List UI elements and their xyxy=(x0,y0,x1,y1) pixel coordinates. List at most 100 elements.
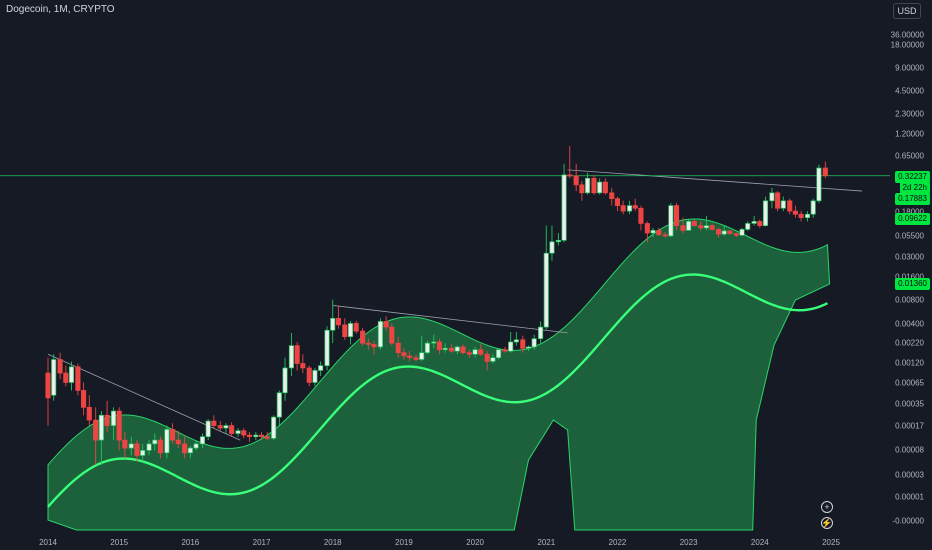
candle xyxy=(229,422,235,437)
regression-main-line xyxy=(47,273,828,508)
candle-body xyxy=(330,317,336,331)
candle xyxy=(276,390,282,426)
candle xyxy=(110,407,117,441)
zoom-in-button[interactable]: + xyxy=(821,501,833,513)
price-axis[interactable]: 36.00000 18.00000 9.00000 4.50000 2.30000 1.2… xyxy=(890,0,932,530)
auto-scale-button[interactable]: ⚡ xyxy=(821,517,833,529)
candle xyxy=(98,411,104,465)
candle-body xyxy=(638,207,644,224)
candle xyxy=(620,200,626,215)
candle xyxy=(360,327,366,346)
candle xyxy=(478,344,484,356)
candle xyxy=(246,432,252,442)
candle xyxy=(193,440,199,451)
candle-body xyxy=(602,181,608,194)
candle xyxy=(300,354,306,374)
y-tick-label: 18.00000 xyxy=(890,40,924,50)
candle xyxy=(377,318,383,350)
candle xyxy=(347,320,354,345)
candle xyxy=(686,219,692,231)
candle-body xyxy=(798,213,804,218)
candle-body xyxy=(644,223,650,234)
candle xyxy=(431,334,437,349)
candle xyxy=(324,326,330,371)
candle xyxy=(436,338,443,355)
y-tick-label: 9.00000 xyxy=(895,63,924,73)
candle-body xyxy=(377,321,383,348)
candle-body xyxy=(567,174,573,177)
candle-body xyxy=(157,439,164,454)
regression-curves xyxy=(47,273,828,508)
y-tick-label: 0.00065 xyxy=(895,378,924,388)
candle-body xyxy=(775,192,781,209)
candle-body xyxy=(484,353,490,362)
candle xyxy=(775,191,781,212)
candle xyxy=(330,299,336,344)
candle xyxy=(579,180,585,201)
candle xyxy=(140,443,146,462)
candle xyxy=(75,363,81,396)
candle xyxy=(644,221,650,243)
x-tick-label: 2020 xyxy=(466,538,484,547)
candle xyxy=(751,215,757,226)
candle-body xyxy=(627,205,633,212)
candle-body xyxy=(549,241,555,254)
candle-body xyxy=(686,221,692,231)
candle xyxy=(187,445,193,459)
candle-body xyxy=(205,420,211,438)
candle-body xyxy=(762,200,769,226)
candle xyxy=(253,432,259,441)
candle-body xyxy=(810,200,816,215)
y-tick-label: 1.20000 xyxy=(895,129,924,139)
candle-body xyxy=(668,205,674,237)
candle xyxy=(602,178,608,195)
candle xyxy=(371,340,377,355)
candle xyxy=(745,221,751,231)
candle-body xyxy=(585,177,591,194)
candle-body xyxy=(282,367,288,394)
x-tick-label: 2019 xyxy=(395,538,413,547)
candle-body xyxy=(413,357,419,360)
candle xyxy=(810,198,816,218)
candle-body xyxy=(787,200,793,212)
candle xyxy=(81,382,87,416)
candle xyxy=(567,145,573,179)
y-tick-label: 0.00008 xyxy=(895,445,924,455)
candle xyxy=(57,352,63,380)
candle xyxy=(128,436,134,456)
trendline[interactable] xyxy=(567,169,863,192)
trendline[interactable] xyxy=(332,305,568,334)
candle-body xyxy=(401,352,407,357)
candle xyxy=(51,354,57,401)
candle-body xyxy=(57,359,63,374)
candle-body xyxy=(306,367,312,383)
candle-body xyxy=(531,338,537,348)
candle-body xyxy=(271,416,277,439)
candle xyxy=(543,225,549,330)
candle xyxy=(353,320,359,334)
currency-button[interactable]: USD xyxy=(893,3,921,19)
candle-body xyxy=(122,439,128,449)
candle xyxy=(460,344,466,355)
candle xyxy=(703,215,709,231)
candle xyxy=(401,348,407,360)
candle-body xyxy=(698,225,704,229)
candle xyxy=(288,332,294,376)
candle-body xyxy=(241,430,247,436)
candle-body xyxy=(288,345,294,369)
candle xyxy=(638,205,644,231)
candle-body xyxy=(365,342,371,345)
candle xyxy=(662,231,668,238)
candle-body xyxy=(128,443,134,449)
candle xyxy=(691,219,697,227)
candle-body xyxy=(312,370,318,383)
candle xyxy=(816,164,822,204)
candle-body xyxy=(757,221,763,226)
candle-body xyxy=(620,205,626,212)
time-axis[interactable]: 2014 2015 2016 2017 2018 2019 2020 2021 2022 2023… xyxy=(0,530,890,550)
candle xyxy=(585,172,591,195)
candle-body xyxy=(573,175,579,186)
candle-body xyxy=(199,436,206,445)
candle xyxy=(389,323,395,346)
